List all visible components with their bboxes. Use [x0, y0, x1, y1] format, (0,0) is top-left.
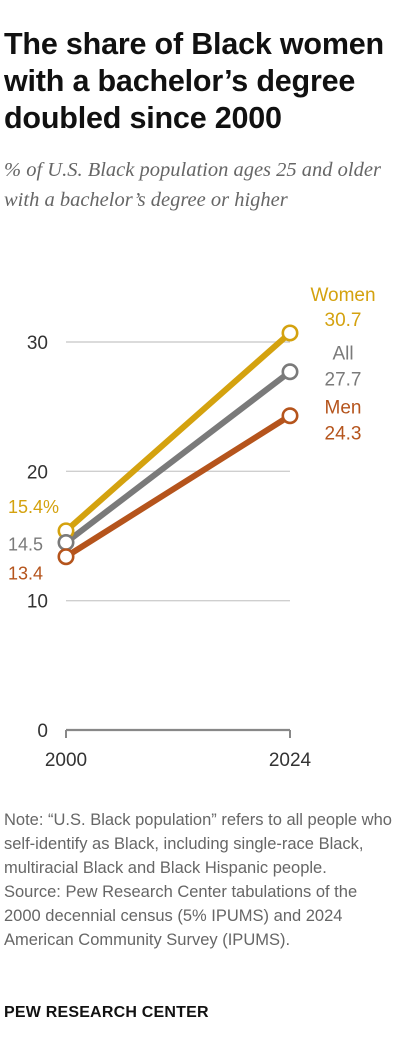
series-lines [63, 329, 293, 560]
chart-title: The share of Black women with a bachelor… [4, 27, 384, 135]
end-label-men: 24.3 [325, 424, 362, 445]
chart-subtitle: % of U.S. Black population ages 25 and o… [4, 159, 381, 211]
y-tick-label: 30 [27, 333, 48, 354]
brand-logo-text: PEW RESEARCH CENTER [4, 1004, 209, 1021]
note-text: Note: “U.S. Black population” refers to … [4, 811, 392, 877]
y-tick-label: 20 [27, 462, 48, 483]
point-all-2000 [57, 533, 75, 551]
start-label-women: 15.4% [8, 497, 59, 517]
x-axis-tick-labels: 2000 2024 [45, 730, 312, 771]
series-name-label-men: Men [325, 398, 362, 419]
data-labels: 15.4% 14.5 13.4 Women 30.7 All 27.7 Men 24.3 [8, 285, 376, 584]
line-chart: 0 10 20 30 2000 2024 15.4% 14.5 13.4 Women 30.7 A… [8, 285, 376, 771]
start-label-all: 14.5 [8, 534, 43, 554]
end-label-women: 30.7 [325, 310, 362, 331]
point-men-2000 [57, 548, 75, 566]
point-women-2024 [281, 324, 299, 342]
end-label-all: 27.7 [325, 370, 362, 391]
series-name-label-women: Women [310, 285, 375, 306]
point-all-2024 [281, 363, 299, 381]
series-markers [57, 324, 299, 566]
y-tick-label: 10 [27, 592, 48, 613]
point-men-2024 [281, 407, 299, 425]
y-axis-tick-labels: 0 10 20 30 [27, 333, 48, 742]
series-line-women [63, 329, 293, 534]
x-tick-label: 2000 [45, 750, 87, 771]
source-text: Source: Pew Research Center tabulations … [4, 883, 358, 949]
y-tick-label: 0 [37, 721, 48, 742]
series-line-all [63, 368, 293, 546]
start-label-men: 13.4 [8, 564, 43, 584]
chart-notes: Note: “U.S. Black population” refers to … [4, 808, 396, 952]
series-line-men [63, 412, 293, 560]
series-name-label-all: All [332, 344, 353, 365]
gridlines [66, 341, 290, 732]
x-tick-label: 2024 [269, 750, 312, 771]
